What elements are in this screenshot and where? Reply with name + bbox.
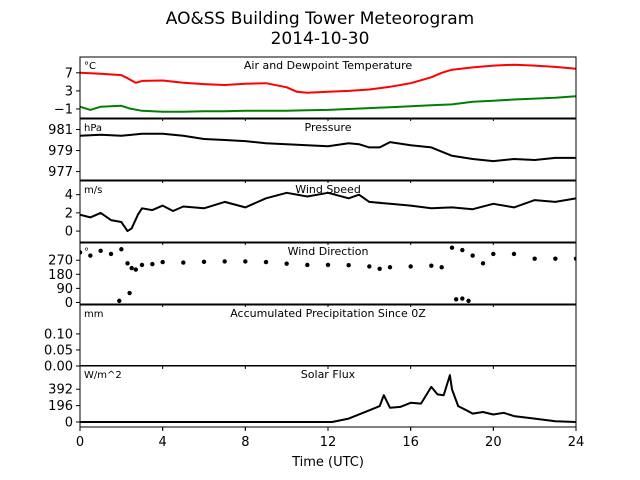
y-tick-label: 392 [48,383,73,398]
panel-title: Accumulated Precipitation Since 0Z [230,307,426,320]
wind_direction-point [346,263,351,268]
wind_direction-point [387,265,393,270]
panel-title: Wind Speed [295,183,361,196]
wind_direction-point [439,265,444,270]
y-tick-label: 196 [48,399,73,414]
y-tick-label: 270 [48,254,73,269]
wind_direction-point [127,290,132,296]
panel-unit-label: °C [84,61,96,72]
x-tick-label: 0 [76,435,84,450]
y-tick-label: 90 [56,282,73,297]
wind_direction-point [88,253,93,258]
panel-unit-label: m/s [84,185,102,196]
y-tick-label: 4 [65,188,73,203]
panel-title: Wind Direction [288,245,369,258]
y-tick-label: 0.00 [44,360,73,375]
wind_direction-point [429,263,434,268]
figure-title: AO&SS Building Tower Meteorogram [166,9,474,29]
x-tick-label: 8 [241,435,249,450]
wind_direction-point [460,247,465,253]
x-tick-label: 12 [320,435,337,450]
x-tick-label: 4 [159,435,167,450]
x-tick-label: 20 [485,435,502,450]
chart-panels: −1 3 7 °C Air and Dewpoint Temperature 977 979… [44,56,577,430]
panel-title: Solar Flux [301,368,356,381]
y-tick-label: 977 [48,165,73,180]
wind_direction-point [284,261,289,266]
panel-wind_speed: 0 2 4 m/s Wind Speed [65,180,577,245]
y-tick-label: 3 [65,84,73,99]
wind_direction-point [491,251,496,257]
y-tick-label: 0.05 [44,343,73,358]
wind_direction-point [98,248,103,254]
wind_speed-series-0 [80,191,576,233]
wind_direction-point [305,262,310,268]
wind_direction-point [243,259,248,264]
wind_direction-point [470,253,475,258]
wind_direction-point [466,298,471,304]
panel-unit-label: mm [84,309,103,320]
wind_direction-point [453,297,459,302]
wind_direction-point [480,261,486,266]
y-tick-label: 0 [65,296,73,311]
wind_direction-point [160,259,165,265]
wind_direction-point [80,250,83,255]
wind_direction-point [201,259,207,264]
wind_direction-point [139,262,145,268]
x-axis-label: Time (UTC) [291,455,364,470]
wind_direction-point [133,267,138,272]
temperature-series-1 [80,95,576,113]
x-tick-label: 24 [568,435,585,450]
wind_direction-point [263,259,269,265]
wind_direction-point [125,261,130,266]
figure-subtitle: 2014-10-30 [271,29,370,49]
wind_direction-point [553,256,558,261]
y-tick-label: 2 [65,206,73,221]
y-tick-label: 7 [65,66,73,81]
wind_direction-point [367,264,372,269]
wind_direction-point [119,247,124,252]
panel-precipitation: 0.00 0.050.10 mm Accumulated Precipitation … [44,304,577,375]
y-tick-label: 0.10 [44,327,73,342]
panel-unit-label: hPa [84,123,102,134]
wind_direction-point [222,259,227,264]
temperature-series-0 [80,63,576,94]
pressure-series-0 [80,132,576,163]
panel-pressure: 977 979 981 hPa Pressure [48,118,577,183]
wind_direction-point [532,256,537,261]
wind_direction-point [408,264,413,269]
y-tick-label: 979 [48,144,73,159]
x-axis: 0 4 8 12 16 20 24 [76,427,584,450]
wind_direction-point [377,266,382,272]
wind_direction-points [80,245,576,304]
panel-unit-label: W/m^2 [84,370,122,381]
panel-unit-label: ° [84,247,89,258]
y-tick-label: −1 [54,102,73,117]
solar_flux-series-0 [80,374,576,423]
y-tick-label: 180 [48,268,73,283]
wind_direction-point [108,251,114,257]
wind_direction-point [181,260,186,265]
wind_direction-point [129,265,134,271]
y-tick-label: 0 [65,415,73,430]
wind_direction-point [150,261,155,267]
wind_direction-point [449,245,455,250]
x-tick-label: 16 [402,435,419,450]
wind_direction-point [325,262,331,268]
wind_direction-point [460,296,465,301]
panel-title: Pressure [305,121,352,134]
wind_direction-point [573,256,576,261]
panel-title: Air and Dewpoint Temperature [244,59,412,72]
panel-temperature: −1 3 7 °C Air and Dewpoint Temperature [54,56,577,121]
y-tick-label: 0 [65,225,73,240]
wind_direction-point [511,251,517,257]
wind_direction-point [117,298,122,304]
y-tick-label: 981 [48,123,73,138]
